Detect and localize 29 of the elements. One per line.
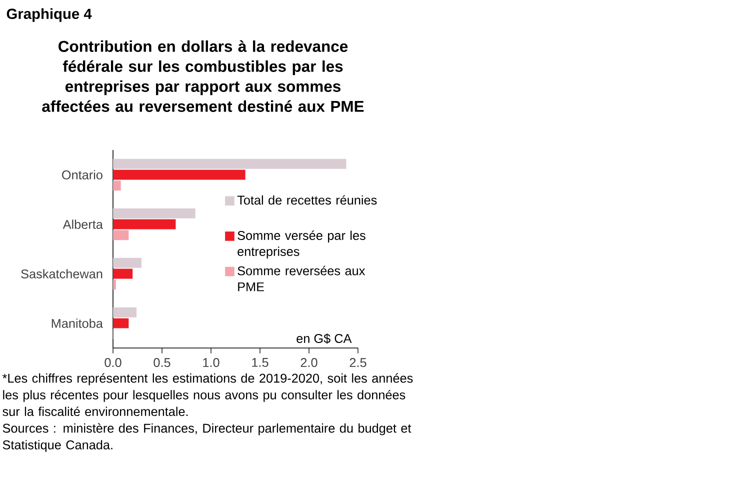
y-tick-label: Manitoba (52, 318, 103, 328)
chart-title: Contribution en dollars à la redevance fédérale sur les combustibles par les entreprises par rapport aux sommes affectées au reversement destiné aux PME (42, 40, 364, 112)
legend-label: Total de recettes réunies (237, 195, 377, 205)
x-tick-label: 0.0 (104, 358, 122, 368)
text: Graphique 4 (6, 8, 92, 22)
x-tick-label: 1.5 (252, 358, 268, 367)
text: *Les chiffres représentent les estimations de 2019-2020, soit les années les plus récentes pour lesquelles nous avons pu consulter les données sur la fiscalité environnementale. (2, 373, 413, 416)
y-tick-label: Saskatchewan (21, 269, 102, 278)
bar (113, 158, 346, 169)
bar (113, 219, 176, 230)
x-tick-label: 2.0 (300, 358, 318, 368)
legend-label: Somme reversées aux PME (238, 266, 366, 292)
bar (113, 258, 142, 268)
x-tick-label: 2.5 (350, 358, 366, 368)
x-tick-label: 0.5 (154, 358, 170, 368)
bar (113, 230, 129, 240)
bar (113, 280, 116, 290)
x-axis-title: en G$ CA (296, 333, 352, 344)
bar (113, 180, 121, 191)
bar (113, 307, 137, 318)
bar (113, 208, 196, 218)
legend-label: Somme versée par les entreprises (238, 230, 366, 258)
bar (113, 268, 133, 279)
y-tick-label: Ontario (62, 170, 102, 180)
bar (113, 170, 246, 180)
source-note: Sources : ministère des Finances, Directeur parlementaire du budget et Statistique Canada. (2, 423, 412, 452)
y-tick-label: Alberta (62, 220, 103, 229)
x-tick-label: 1.0 (203, 358, 220, 368)
bar (113, 318, 129, 328)
